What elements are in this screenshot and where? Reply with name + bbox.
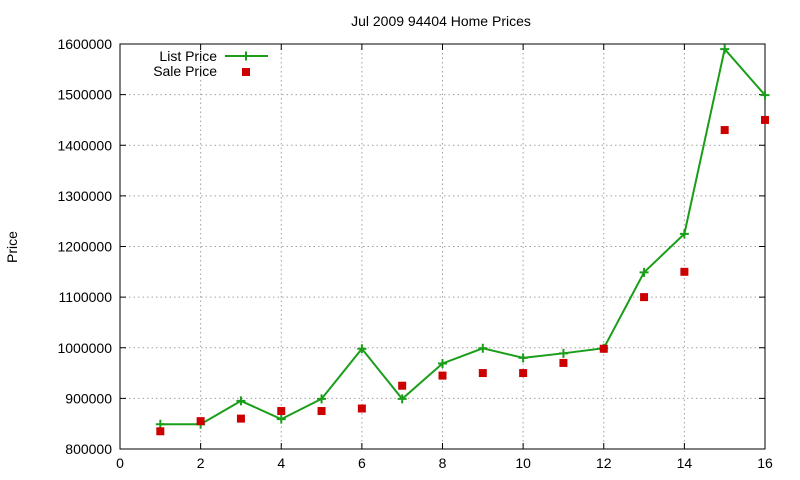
data-point [720, 126, 729, 135]
y-tick-label: 1300000 [57, 188, 112, 204]
data-point [558, 348, 568, 358]
data-point [156, 427, 165, 436]
data-point [236, 396, 246, 406]
x-tick-label: 8 [439, 455, 447, 471]
chart-title: Jul 2009 94404 Home Prices [351, 13, 531, 29]
data-point [438, 358, 447, 368]
data-point [155, 419, 165, 429]
legend: List Price Sale Price [153, 48, 268, 79]
x-tick-label: 0 [116, 455, 124, 471]
x-tick-label: 14 [677, 455, 693, 471]
y-axis-label: Price [4, 231, 20, 263]
data-point [639, 267, 649, 277]
data-point [518, 353, 528, 363]
x-tick-label: 16 [757, 455, 773, 471]
x-axis-tick-labels: 0 2 4 6 8 10 12 14 16 [116, 455, 773, 471]
x-tick-label: 10 [515, 455, 531, 471]
data-point [599, 344, 608, 353]
series-list-price [155, 44, 770, 429]
data-point [276, 414, 286, 424]
data-point [680, 267, 689, 276]
legend-label-sale-price: Sale Price [153, 63, 217, 79]
data-point [317, 407, 326, 416]
y-tick-label: 1400000 [57, 137, 112, 153]
data-point [438, 371, 447, 380]
legend-marker-sale-price [242, 68, 250, 76]
series-sale-price [156, 115, 769, 436]
x-tick-label: 12 [596, 455, 612, 471]
data-point [317, 394, 327, 404]
data-point [478, 343, 488, 353]
legend-marker-list-price [241, 51, 251, 61]
x-tick-label: 4 [277, 455, 285, 471]
grid [120, 44, 765, 449]
data-point [720, 44, 730, 54]
y-tick-label: 900000 [65, 390, 112, 406]
data-point [761, 115, 769, 124]
data-point [236, 414, 245, 423]
axis-ticks [119, 43, 766, 450]
data-point [398, 381, 407, 390]
data-point [196, 417, 205, 426]
data-point [760, 90, 770, 100]
data-point [640, 293, 649, 302]
y-axis-tick-labels: 800000 900000 1000000 1100000 1200000 1300000… [57, 36, 112, 457]
series-layer [155, 44, 770, 436]
series-line [160, 46, 766, 426]
data-point [519, 369, 528, 378]
data-point [277, 407, 286, 416]
data-point [679, 229, 689, 239]
x-tick-label: 6 [358, 455, 366, 471]
data-point [478, 369, 487, 378]
y-tick-label: 1600000 [57, 36, 112, 52]
data-point [397, 394, 407, 404]
y-tick-label: 1100000 [59, 289, 113, 305]
y-tick-label: 1200000 [57, 239, 112, 255]
y-tick-label: 800000 [65, 441, 112, 457]
data-point [357, 344, 367, 354]
data-point [357, 404, 366, 413]
y-tick-label: 1000000 [57, 340, 112, 356]
data-point [559, 358, 568, 367]
y-tick-label: 1500000 [57, 87, 112, 103]
legend-label-list-price: List Price [159, 48, 217, 64]
x-tick-label: 2 [197, 455, 205, 471]
